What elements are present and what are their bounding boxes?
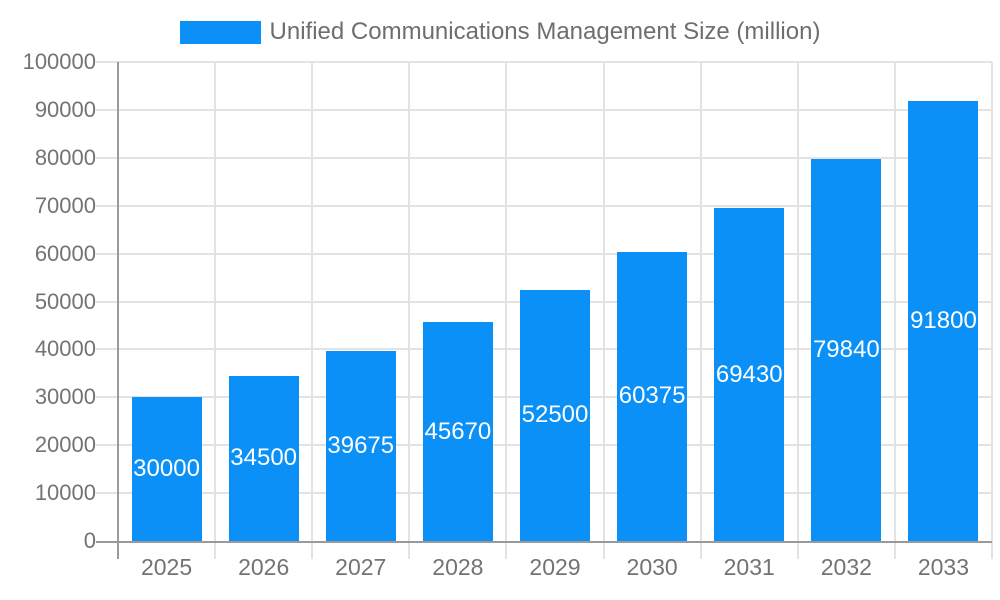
y-tick-label: 100000 bbox=[22, 49, 96, 74]
y-tick-label: 20000 bbox=[34, 432, 96, 458]
y-gridline bbox=[96, 108, 992, 111]
x-gridline bbox=[796, 62, 799, 559]
bar-value-label: 60375 bbox=[618, 382, 686, 410]
y-axis-line bbox=[117, 62, 119, 559]
y-tick-label: 30000 bbox=[34, 384, 96, 410]
bar-2032: 79840 bbox=[811, 158, 882, 541]
bar-2025: 30000 bbox=[131, 397, 202, 541]
bar-value-label: 52500 bbox=[521, 401, 589, 429]
x-tick-label: 2028 bbox=[432, 554, 484, 580]
x-tick-label: 2033 bbox=[917, 554, 970, 580]
y-tick-label: 80000 bbox=[34, 144, 96, 170]
plot-area: 30000 34500 39675 45670 52500 60375 69430 79840… bbox=[96, 61, 993, 559]
bar-2028: 45670 bbox=[422, 322, 493, 541]
x-gridline bbox=[602, 62, 605, 559]
bar-value-label: 39675 bbox=[327, 431, 395, 459]
y-tick-label: 60000 bbox=[34, 240, 96, 266]
legend: Unified Communications Management Size (… bbox=[0, 18, 1000, 46]
y-tick-label: 10000 bbox=[34, 480, 96, 506]
bar-value-label: 45670 bbox=[424, 417, 492, 445]
bar-value-label: 91800 bbox=[910, 307, 977, 335]
bar-value-label: 69430 bbox=[715, 360, 783, 388]
x-gridline bbox=[408, 62, 411, 559]
bar-2029: 52500 bbox=[520, 289, 590, 541]
x-tick-label: 2025 bbox=[140, 554, 193, 580]
bar-value-label: 30000 bbox=[133, 455, 200, 483]
x-gridline bbox=[991, 62, 993, 559]
y-tick-label: 0 bbox=[83, 528, 96, 553]
y-gridline bbox=[96, 61, 992, 63]
y-tick-label: 50000 bbox=[34, 288, 96, 314]
bar-2026: 34500 bbox=[228, 375, 299, 541]
x-tick-label: 2029 bbox=[529, 554, 581, 580]
bar-value-label: 79840 bbox=[812, 335, 880, 363]
x-tick-label: 2026 bbox=[238, 554, 290, 580]
y-tick-label: 90000 bbox=[34, 96, 96, 122]
x-gridline bbox=[505, 62, 508, 559]
x-gridline bbox=[214, 62, 217, 559]
x-gridline bbox=[311, 62, 314, 559]
bar-2030: 60375 bbox=[617, 251, 688, 541]
bar-2033: 91800 bbox=[908, 101, 979, 541]
bar-value-label: 34500 bbox=[230, 444, 298, 472]
bar-2031: 69430 bbox=[714, 208, 785, 541]
x-tick-label: 2030 bbox=[626, 554, 678, 580]
legend-label: Unified Communications Management Size (… bbox=[269, 18, 821, 45]
y-gridline bbox=[96, 156, 992, 159]
x-tick-label: 2032 bbox=[820, 554, 872, 580]
x-gridline bbox=[893, 62, 896, 559]
y-gridline bbox=[96, 204, 992, 207]
bar-2027: 39675 bbox=[325, 350, 396, 541]
y-gridline bbox=[96, 252, 992, 255]
x-gridline bbox=[699, 62, 702, 559]
x-tick-label: 2027 bbox=[335, 554, 387, 580]
legend-swatch bbox=[179, 20, 261, 44]
x-tick-label: 2031 bbox=[723, 554, 775, 580]
y-tick-label: 70000 bbox=[34, 192, 96, 218]
x-axis-line bbox=[96, 541, 992, 543]
y-tick-label: 40000 bbox=[34, 336, 96, 362]
